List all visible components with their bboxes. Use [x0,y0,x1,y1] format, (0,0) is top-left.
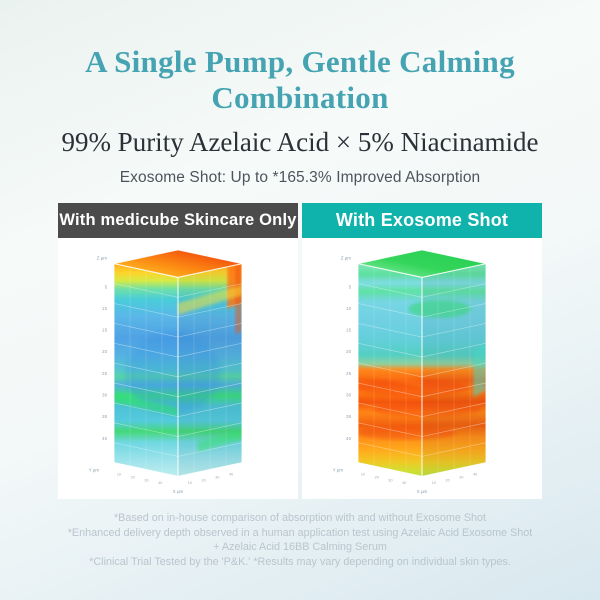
panel-after-header: With Exosome Shot [302,203,542,238]
tick-label: 10 [432,481,436,485]
tick-label: 40 [473,472,477,476]
tick-label: 40 [158,481,162,485]
voxel-grid [357,282,487,457]
tick-label: 20 [446,478,450,482]
tick-label: 20 [346,349,352,354]
y-axis-label: Y µm [333,467,344,472]
panel-before-header: With medicube Skincare Only [58,203,298,238]
volume-box-after [357,248,487,477]
y-axis-label: Y µm [89,467,100,472]
absorption-streaks [357,299,487,440]
panel-before: With medicube Skincare Only [58,203,298,499]
tick-label: 10 [102,305,108,310]
tick-label: 25 [346,370,352,375]
tick-label: 20 [202,478,206,482]
tick-label: 20 [131,475,135,479]
x-axis-label: X µm [417,489,428,494]
tick-label: 40 [346,435,352,440]
tick-label: 10 [188,481,192,485]
page-title-line-1: A Single Pump, Gentle Calming [85,44,515,79]
footnote-line: + Azelaic Acid 16BB Calming Serum [213,541,387,554]
tick-label: 30 [102,392,108,397]
tick-label: 20 [375,475,379,479]
panel-after-label: With Exosome Shot [335,210,509,230]
tick-label: 30 [346,392,352,397]
z-axis-label: Z µm [97,255,108,260]
tick-label: 10 [346,305,352,310]
footnote-line: *Clinical Trial Tested by the 'P&K.' *Re… [89,555,511,568]
tick-label: 40 [229,472,233,476]
x-axis-label: X µm [173,489,184,494]
tick-label: 20 [102,349,108,354]
panel-before-label: With medicube Skincare Only [59,211,297,229]
tick-label: 35 [102,414,108,419]
absorption-claim: Exosome Shot: Up to *165.3% Improved Abs… [119,169,481,186]
tick-label: 30 [459,475,463,479]
tick-label: 10 [361,472,365,476]
z-axis-label: Z µm [341,255,352,260]
footnotes: *Based on in-house comparison of absorpt… [0,511,600,569]
tick-label: 5 [105,284,108,289]
tick-label: 40 [102,435,108,440]
panel-after: With Exosome Shot [302,203,542,499]
figure-3d-before: Z µm 5 10 15 20 25 30 35 40 Y µm 10 20 3… [89,248,243,494]
page-title: A Single Pump, Gentle Calming Combinatio… [0,44,600,116]
tick-label: 30 [215,475,219,479]
tick-label: 25 [102,370,108,375]
comparison-panels: With medicube Skincare Only [58,203,542,499]
tick-label: 35 [346,414,352,419]
tick-label: 15 [102,327,108,332]
absorption-streaks [113,263,243,452]
subtitle: 99% Purity Azelaic Acid × 5% Niacinamide [61,127,539,157]
tick-label: 15 [346,327,352,332]
tick-label: 10 [117,472,121,476]
left-face [357,263,422,476]
tick-label: 40 [402,481,406,485]
footnote-line: *Based on in-house comparison of absorpt… [113,512,487,524]
volume-box-before [113,248,243,477]
tick-label: 30 [388,478,392,482]
figure-3d-after: Z µm 5 10 15 20 25 30 35 40 Y µm 10 20 3… [333,248,487,494]
panel-before-body: Z µm 5 10 15 20 25 30 35 40 Y µm 10 20 3… [58,238,298,499]
panel-after-body: Z µm 5 10 15 20 25 30 35 40 Y µm 10 20 3… [302,238,542,499]
voxel-grid [113,282,243,457]
depth-axis-before: Z µm 5 10 15 20 25 30 35 40 Y µm 10 20 3… [89,255,234,493]
tick-label: 30 [144,478,148,482]
page-title-line-2: Combination [211,79,389,115]
footnote-line: *Enhanced delivery depth observed in a h… [67,526,533,539]
top-face [113,249,243,277]
depth-axis-after: Z µm 5 10 15 20 25 30 35 40 Y µm 10 20 3… [333,255,478,493]
tick-label: 5 [349,284,352,289]
top-face [357,249,487,277]
